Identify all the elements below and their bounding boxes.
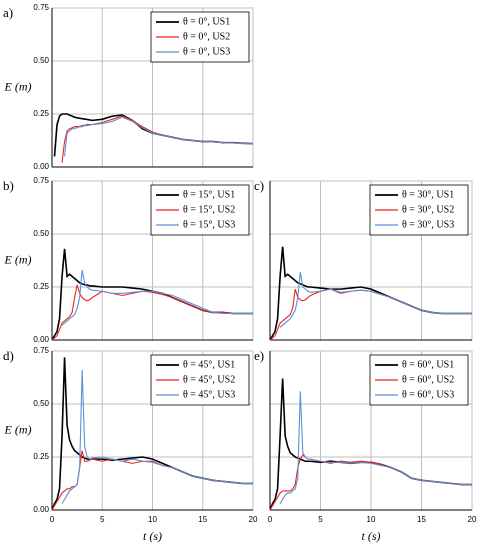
x-tick-label: 20 bbox=[249, 515, 258, 524]
panel-label: e) bbox=[254, 348, 264, 363]
y-tick-label: 0.25 bbox=[33, 109, 49, 118]
legend-label: θ = 30°, US2 bbox=[402, 204, 454, 215]
y-tick-label: 0.50 bbox=[33, 229, 49, 238]
legend-label: θ = 60°, US2 bbox=[402, 374, 454, 385]
legend-label: θ = 60°, US1 bbox=[402, 359, 454, 370]
panel-label: c) bbox=[254, 178, 264, 193]
y-tick-label: 0.75 bbox=[33, 3, 49, 12]
y-tick-label: 0.25 bbox=[33, 452, 49, 461]
legend-label: θ = 60°, US3 bbox=[402, 389, 454, 400]
legend-label: θ = 0°, US1 bbox=[183, 16, 230, 27]
legend-label: θ = 45°, US3 bbox=[183, 389, 235, 400]
x-tick-label: 10 bbox=[367, 515, 376, 524]
series-line bbox=[279, 272, 472, 328]
panel: c) θ = 30°, US1 θ = 30°, US2 θ = 30°, US3 bbox=[254, 178, 473, 341]
legend-label: θ = 0°, US3 bbox=[183, 46, 230, 57]
panel: 0.00 0.25 0.50 0.75 b) E (m) θ = 15°, US1 θ = 1… bbox=[3, 176, 254, 344]
x-tick-label: 20 bbox=[468, 515, 477, 524]
panel-label: d) bbox=[3, 348, 14, 363]
x-tick-label: 15 bbox=[198, 515, 207, 524]
x-axis-title: t (s) bbox=[362, 529, 381, 543]
legend-label: θ = 15°, US2 bbox=[183, 204, 235, 215]
legend-label: θ = 30°, US1 bbox=[402, 189, 454, 200]
panel: 0 5 10 15 20 e) t (s) θ = 60°, US1 θ = 60°, US2 θ… bbox=[254, 348, 477, 543]
y-tick-label: 0.00 bbox=[33, 335, 49, 344]
legend-label: θ = 0°, US2 bbox=[183, 31, 230, 42]
y-tick-label: 0.75 bbox=[33, 346, 49, 355]
panel-label: b) bbox=[3, 178, 14, 193]
series-line bbox=[64, 116, 253, 157]
panel: 0.00 0.25 0.50 0.75 0 5 10 15 20 d) E (m) t (s) θ = … bbox=[3, 346, 258, 543]
y-axis-title: E (m) bbox=[4, 422, 32, 436]
panel-label: a) bbox=[3, 5, 13, 20]
x-tick-label: 0 bbox=[50, 515, 55, 524]
series-line bbox=[279, 391, 472, 504]
x-axis-title: t (s) bbox=[143, 529, 162, 543]
y-tick-label: 0.00 bbox=[33, 505, 49, 514]
series-line bbox=[61, 269, 253, 326]
y-axis-title: E (m) bbox=[4, 252, 32, 266]
y-tick-label: 0.75 bbox=[33, 176, 49, 185]
y-tick-label: 0.00 bbox=[33, 162, 49, 171]
y-tick-label: 0.50 bbox=[33, 399, 49, 408]
legend-label: θ = 30°, US3 bbox=[402, 219, 454, 230]
x-tick-label: 10 bbox=[148, 515, 157, 524]
legend-label: θ = 45°, US2 bbox=[183, 374, 235, 385]
y-axis-title: E (m) bbox=[4, 79, 32, 93]
series-line bbox=[51, 284, 253, 341]
y-tick-label: 0.25 bbox=[33, 282, 49, 291]
series-line bbox=[61, 370, 253, 504]
x-tick-label: 5 bbox=[318, 515, 323, 524]
panel: 0.00 0.25 0.50 0.75 a) E (m) θ = 0°, US1 θ = 0°… bbox=[3, 3, 254, 171]
x-tick-label: 0 bbox=[268, 515, 273, 524]
legend-label: θ = 15°, US3 bbox=[183, 219, 235, 230]
legend-label: θ = 15°, US1 bbox=[183, 189, 235, 200]
x-tick-label: 15 bbox=[417, 515, 426, 524]
y-tick-label: 0.50 bbox=[33, 56, 49, 65]
x-tick-label: 5 bbox=[100, 515, 105, 524]
legend-label: θ = 45°, US1 bbox=[183, 359, 235, 370]
